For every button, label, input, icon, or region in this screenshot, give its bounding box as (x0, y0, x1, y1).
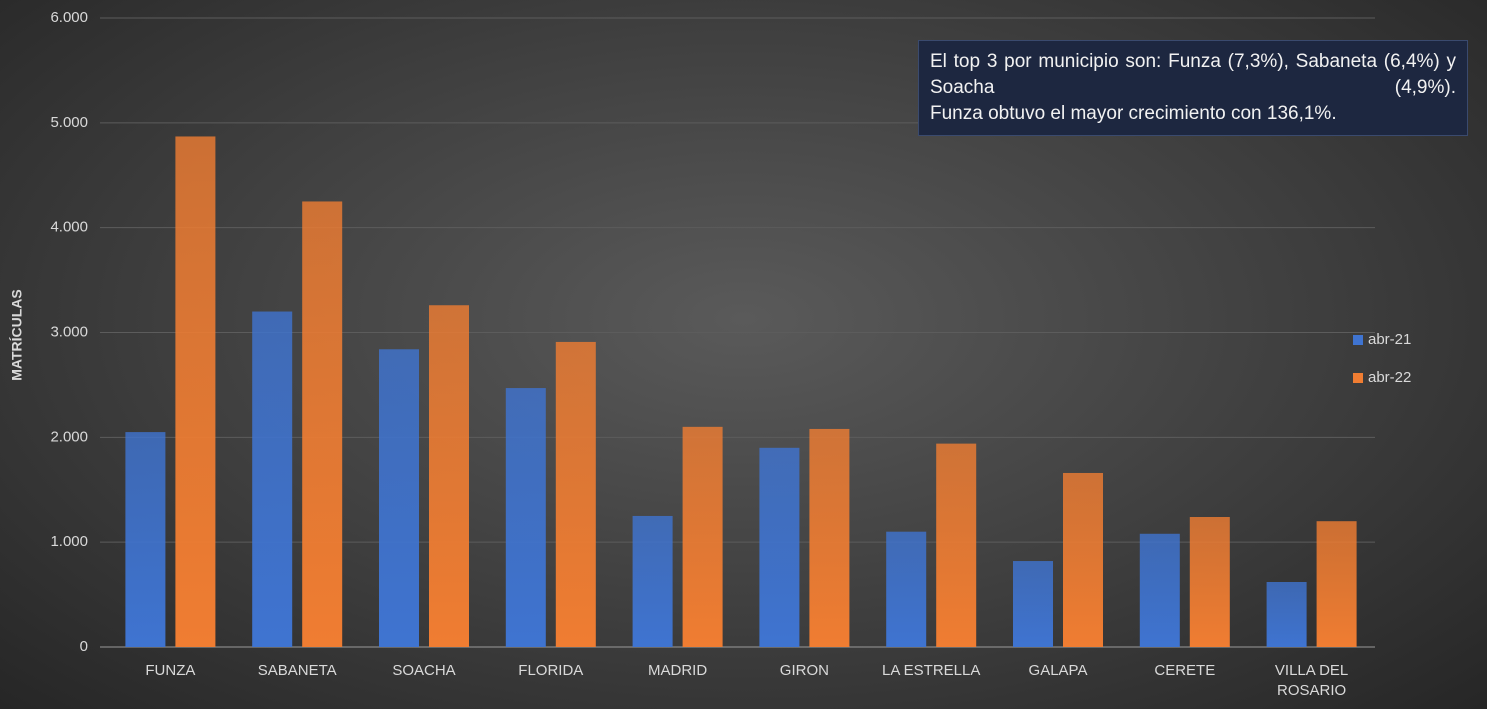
x-tick-label: VILLA DEL ROSARIO (1274, 662, 1349, 699)
y-axis-title: MATRÍCULAS (9, 289, 25, 381)
y-tick-label: 6.000 (50, 9, 88, 26)
bar (1013, 561, 1053, 647)
bar (505, 388, 546, 647)
annotation-text: Funza obtuvo el mayor crecimiento con 13… (930, 103, 1337, 124)
y-tick-label: 5.000 (50, 114, 88, 131)
bar (252, 311, 293, 647)
y-tick-label: 2.000 (50, 428, 88, 445)
bar (1189, 517, 1230, 647)
bar (682, 426, 723, 647)
bar (302, 201, 343, 648)
bar (429, 305, 469, 647)
bar (1139, 533, 1180, 647)
legend-label: abr-22 (1368, 369, 1411, 386)
bar (936, 443, 977, 647)
y-tick-label: 3.000 (50, 323, 88, 340)
x-tick-label: GIRON (779, 662, 829, 679)
x-tick-label: LA ESTRELLA (881, 662, 981, 679)
bar (809, 428, 850, 647)
annotation-box: El top 3 por municipio son: Funza (7,3%)… (918, 40, 1468, 136)
y-tick-label: 0 (80, 638, 88, 655)
legend-swatch (1353, 373, 1363, 383)
bar (175, 136, 216, 647)
legend-swatch (1353, 335, 1363, 345)
bar (632, 515, 673, 647)
bar (759, 447, 800, 647)
x-tick-label: FLORIDA (518, 662, 584, 679)
x-tick-label: SABANETA (257, 662, 337, 679)
y-tick-label: 1.000 (50, 533, 88, 550)
x-tick-label: SOACHA (392, 662, 456, 679)
x-tick-label: CERETE (1154, 662, 1216, 679)
bar (379, 349, 419, 647)
x-tick-label: GALAPA (1028, 662, 1088, 679)
annotation-text: El top 3 por municipio son: Funza (7,3%)… (930, 51, 1456, 98)
x-tick-label: MADRID (648, 662, 708, 679)
y-tick-label: 4.000 (50, 219, 88, 236)
bar (886, 531, 927, 647)
legend-label: abr-21 (1368, 331, 1411, 348)
bar (125, 432, 166, 647)
bar (1063, 472, 1103, 647)
bar (1316, 521, 1357, 647)
bar (1266, 582, 1307, 647)
x-tick-label: FUNZA (145, 662, 196, 679)
bar (555, 341, 596, 647)
